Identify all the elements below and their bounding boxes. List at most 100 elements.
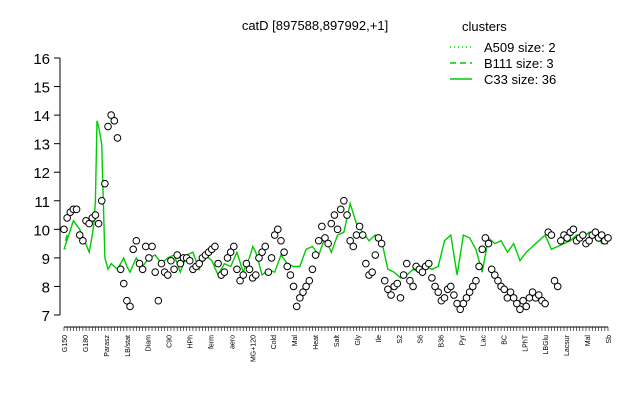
data-point <box>226 248 235 256</box>
data-point <box>236 276 244 285</box>
data-point <box>314 236 323 245</box>
data-point <box>336 205 345 214</box>
data-point <box>431 282 439 291</box>
y-tick-label: 14 <box>33 108 50 125</box>
data-point <box>402 259 411 268</box>
data-point <box>509 294 518 302</box>
data-point <box>456 305 465 314</box>
data-point <box>478 245 487 254</box>
data-point <box>113 134 122 142</box>
x-tick-label: Lacsur <box>564 334 571 356</box>
series-lines <box>63 120 608 279</box>
data-point <box>418 268 427 276</box>
data-point <box>245 265 254 274</box>
data-point <box>167 256 175 265</box>
legend-title: clusters <box>462 19 507 34</box>
data-point <box>60 225 68 234</box>
data-point <box>440 294 449 302</box>
data-point <box>85 219 93 228</box>
data-point <box>274 225 282 234</box>
x-tick-label: HPh <box>188 335 195 349</box>
data-point <box>371 251 380 259</box>
data-point <box>154 296 163 305</box>
legend-entry: B111 size: 3 <box>484 56 554 71</box>
x-tick-label: Heat <box>313 335 320 350</box>
data-point <box>277 236 285 245</box>
data-point <box>547 231 556 239</box>
data-point <box>264 268 273 276</box>
data-point <box>352 231 361 239</box>
data-point <box>91 211 100 219</box>
data-point <box>362 259 370 268</box>
data-point <box>553 282 562 291</box>
data-point <box>258 248 266 256</box>
legend-entry: A509 size: 2 <box>484 40 556 55</box>
y-tick-label: 11 <box>34 194 50 211</box>
x-tick-label: Diam <box>146 335 153 352</box>
data-point <box>220 268 229 276</box>
y-tick-label: 8 <box>42 279 50 296</box>
y-tick-label: 13 <box>33 137 50 154</box>
data-point <box>129 245 137 254</box>
data-point <box>157 259 166 268</box>
data-point <box>94 219 103 228</box>
x-tick-label: Salt <box>334 335 341 347</box>
data-point <box>434 288 442 296</box>
data-point <box>292 302 301 311</box>
data-point <box>176 259 185 268</box>
data-point <box>368 268 376 276</box>
data-point <box>97 196 106 205</box>
data-point <box>428 274 436 282</box>
data-point <box>126 302 134 311</box>
x-tick-label: Cold <box>271 335 278 350</box>
data-point <box>173 251 182 259</box>
data-point <box>79 236 87 245</box>
data-point <box>506 288 515 296</box>
x-tick-label: MG+120 <box>250 335 257 362</box>
legend-entry: C33 size: 36 <box>484 72 556 87</box>
x-tick-label: G180 <box>83 335 90 352</box>
data-point <box>280 248 288 256</box>
data-point <box>374 234 383 242</box>
x-tick-label: LPhT <box>522 334 529 351</box>
data-point <box>148 242 156 251</box>
data-point <box>465 288 474 296</box>
data-point <box>242 259 251 268</box>
data-point <box>327 219 336 228</box>
data-point <box>239 271 248 279</box>
data-point <box>358 231 367 239</box>
data-point <box>267 254 276 262</box>
data-point <box>481 234 490 242</box>
data-point <box>132 236 141 245</box>
y-tick-label: 7 <box>42 308 50 325</box>
data-point <box>185 256 194 265</box>
data-point <box>72 205 81 214</box>
data-point <box>230 242 238 251</box>
data-point <box>330 211 339 219</box>
data-point <box>494 276 502 285</box>
data-point <box>101 179 109 188</box>
data-point <box>75 231 84 239</box>
data-point <box>396 294 405 302</box>
data-point <box>349 242 358 251</box>
data-point <box>151 268 159 276</box>
series-line <box>64 231 70 241</box>
y-tick-label: 9 <box>42 251 50 268</box>
data-point <box>355 222 364 231</box>
data-point <box>462 294 471 302</box>
x-tick-label: aero <box>229 335 236 349</box>
data-point <box>214 259 222 268</box>
x-tick-label: Parasz <box>104 335 111 357</box>
chart-title: catD [897588,897992,+1] <box>242 18 388 33</box>
x-tick-label: S6 <box>418 335 425 344</box>
data-point <box>141 242 150 251</box>
data-point <box>170 265 178 274</box>
data-point <box>563 234 571 242</box>
data-point <box>409 282 417 291</box>
series-line <box>63 120 608 279</box>
data-point <box>283 262 292 271</box>
data-point <box>490 271 499 279</box>
series-line <box>64 246 68 250</box>
data-point <box>296 294 304 302</box>
data-point <box>597 231 606 239</box>
